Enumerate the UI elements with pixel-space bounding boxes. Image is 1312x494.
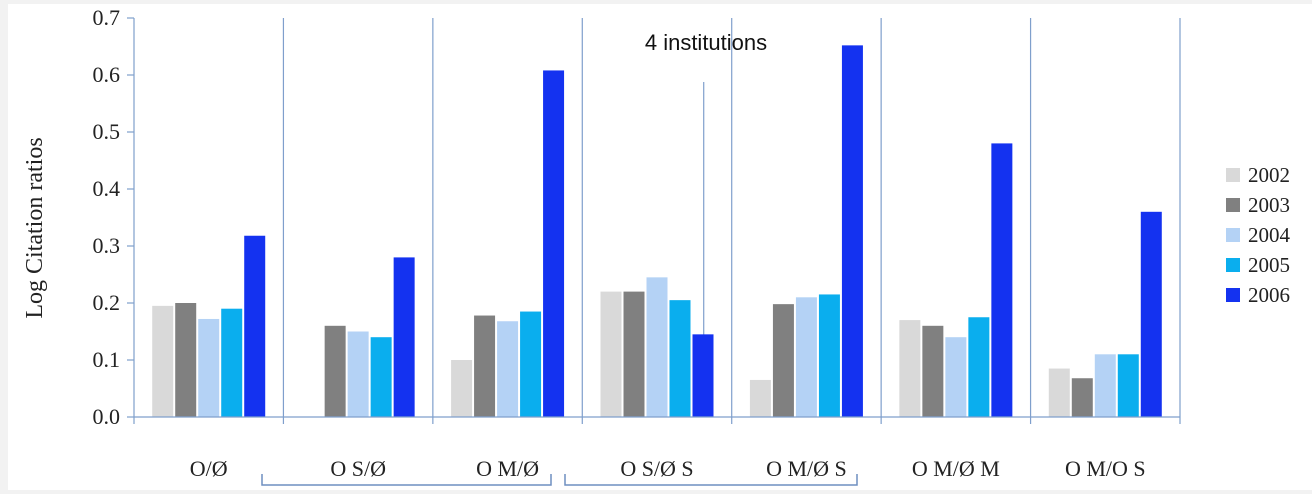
bar-2005 (669, 300, 691, 417)
y-tick-label: 0.7 (93, 5, 121, 30)
bar-2006 (1140, 211, 1162, 417)
axes: O/Ø O S/Ø O M/Ø O S/Ø S O M/Ø S O M/Ø M O M/O … (93, 5, 1181, 481)
legend-label-2003: 2003 (1248, 193, 1290, 217)
bar-2006 (393, 257, 415, 417)
bar-2002 (749, 379, 771, 417)
y-tick-label: 0.4 (93, 176, 121, 201)
bar-2003 (772, 304, 794, 417)
x-tick-label: O M/Ø (476, 456, 539, 481)
y-tick-label: 0.5 (93, 119, 121, 144)
legend-swatch-2004 (1226, 228, 1240, 242)
bar-2002 (600, 291, 622, 417)
bar-2003 (175, 303, 197, 417)
bar-2006 (244, 235, 266, 417)
bar-2004 (497, 321, 519, 417)
bars (152, 45, 1162, 418)
bar-2002 (899, 320, 921, 417)
bar-2004 (795, 297, 817, 417)
bar-2004 (347, 331, 369, 417)
bar-2006 (692, 334, 714, 417)
legend-label-2005: 2005 (1248, 253, 1290, 277)
annotation-4-institutions: 4 institutions (645, 30, 767, 55)
legend: 2002 2003 2004 2005 2006 (1226, 163, 1291, 307)
bar-2003 (623, 291, 645, 417)
legend-label-2006: 2006 (1248, 283, 1290, 307)
bar-2006 (841, 45, 863, 418)
x-tick-label: O S/Ø (330, 456, 386, 481)
bar-2005 (818, 294, 840, 417)
bar-2005 (968, 317, 990, 417)
x-tick-label: O M/Ø S (766, 456, 847, 481)
legend-swatch-2002 (1226, 168, 1240, 182)
bar-2004 (646, 277, 668, 417)
legend-label-2004: 2004 (1248, 223, 1291, 247)
y-tick-label: 0.0 (93, 404, 121, 429)
bar-2006 (543, 70, 565, 417)
bar-2005 (221, 308, 243, 417)
bar-2005 (520, 311, 542, 417)
bar-2004 (945, 337, 967, 417)
bracket-right (564, 474, 858, 486)
x-tick-label: O S/Ø S (620, 456, 693, 481)
bar-2002 (451, 360, 473, 417)
bar-2004 (1094, 354, 1116, 417)
x-tick-label: O/Ø (190, 456, 228, 481)
legend-swatch-2003 (1226, 198, 1240, 212)
bar-2003 (922, 325, 944, 417)
legend-label-2002: 2002 (1248, 163, 1290, 187)
bar-2002 (152, 305, 174, 417)
bar-2003 (1071, 378, 1093, 417)
bar-2003 (324, 325, 346, 417)
bar-2005 (1117, 354, 1139, 417)
bar-2005 (370, 337, 392, 417)
legend-swatch-2006 (1226, 288, 1240, 302)
bar-2002 (1048, 368, 1070, 417)
x-tick-label: O M/Ø M (912, 456, 1000, 481)
y-tick-label: 0.6 (93, 62, 121, 87)
bar-2003 (474, 315, 496, 417)
category-brackets (261, 474, 858, 486)
y-tick-label: 0.1 (93, 347, 121, 372)
y-tick-label: 0.2 (93, 290, 121, 315)
x-tick-label: O M/O S (1065, 456, 1146, 481)
bar-2006 (991, 143, 1013, 417)
bar-2004 (198, 318, 220, 417)
y-axis-label: Log Citation ratios (22, 137, 48, 318)
grid-lines (282, 18, 1181, 417)
bracket-left (261, 474, 552, 486)
legend-swatch-2005 (1226, 258, 1240, 272)
y-tick-label: 0.3 (93, 233, 121, 258)
